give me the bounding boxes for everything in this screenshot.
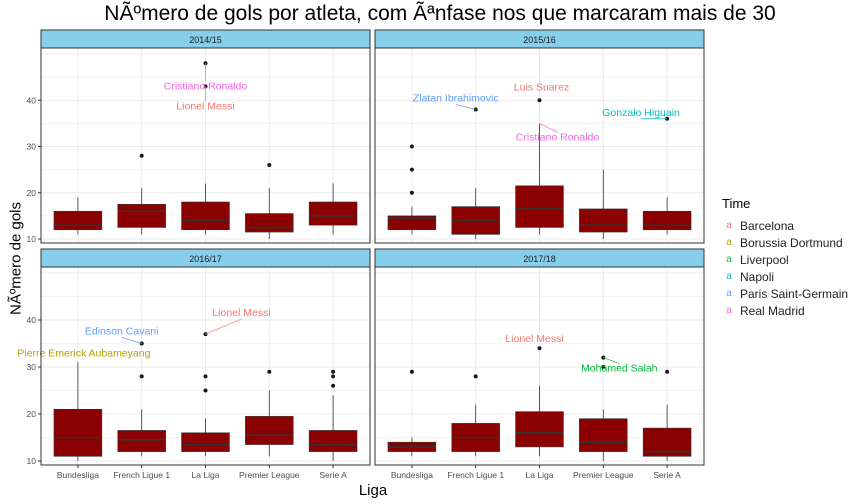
annotation-leader	[455, 104, 476, 110]
box	[515, 411, 564, 448]
x-tick-label: Serie A	[653, 470, 681, 480]
annotation-label: Cristiano Ronaldo	[164, 80, 248, 92]
legend-label: Barcelona	[740, 218, 795, 233]
outlier-point	[139, 153, 144, 158]
x-tick-label: French Ligue 1	[447, 470, 504, 480]
outlier-point	[409, 190, 414, 195]
outlier-point	[537, 346, 542, 351]
outlier-point	[537, 98, 542, 103]
facet-strip-label: 2016/17	[189, 254, 222, 264]
outlier-point	[139, 374, 144, 379]
box	[117, 204, 166, 228]
box	[579, 418, 628, 452]
box	[579, 208, 628, 233]
legend-label: Real Madrid	[740, 303, 805, 318]
annotation-label: Lionel Messi	[505, 333, 563, 345]
outlier-point	[409, 167, 414, 172]
legend-title: Time	[722, 196, 751, 211]
x-tick-label: La Liga	[192, 470, 220, 480]
outlier-point	[331, 374, 336, 379]
outlier-point	[665, 369, 670, 374]
outlier-point	[267, 369, 272, 374]
outlier-point	[601, 365, 606, 369]
x-tick-label: La Liga	[526, 470, 554, 480]
x-tick-label: French Ligue 1	[113, 470, 170, 480]
legend-key: a	[726, 288, 732, 299]
outlier-point	[409, 144, 414, 149]
box	[117, 430, 166, 452]
legend-key: a	[726, 305, 732, 316]
panel-border	[40, 47, 371, 244]
x-tick-label: Premier League	[573, 470, 634, 480]
y-axis-label: NÃºmero de gols	[7, 201, 25, 316]
legend-item: a Real Madrid	[722, 302, 848, 319]
y-tick-label: 20	[27, 409, 37, 419]
outlier-point	[409, 369, 414, 374]
legend-label: Paris Saint-Germain	[740, 286, 849, 301]
legend-key: a	[726, 271, 732, 282]
box	[642, 210, 692, 231]
box	[515, 185, 564, 228]
outlier-point	[331, 383, 336, 388]
box	[181, 201, 230, 231]
legend-label: Borussia Dortmund	[740, 235, 843, 250]
annotation-label: Zlatan Ibrahimovic	[413, 93, 499, 105]
outlier-point	[203, 388, 208, 393]
legend-item: a Barcelona	[722, 217, 848, 234]
outlier-point	[473, 374, 478, 379]
box	[181, 432, 230, 452]
y-tick-label: 30	[27, 142, 37, 152]
legend: Time a Barcelona a Borussia Dortmund a Liverp…	[722, 196, 848, 319]
facet-strip-label: 2014/15	[189, 35, 222, 45]
facet-strip-label: 2017/18	[523, 254, 556, 264]
box	[308, 430, 358, 452]
y-tick-label: 40	[27, 95, 37, 105]
annotation-leader	[539, 123, 558, 133]
annotation-label: Mohamed Salah	[581, 363, 658, 375]
outlier-point	[203, 374, 208, 379]
legend-label: Napoli	[740, 269, 775, 284]
legend-label: Liverpool	[740, 252, 789, 267]
annotation-label: Edinson Cavani	[85, 326, 159, 338]
x-tick-label: Bundesliga	[57, 470, 99, 480]
annotation-leader	[603, 357, 620, 364]
box	[308, 201, 358, 226]
facet-strip-label: 2015/16	[523, 35, 556, 45]
annotation-label: Cristiano Ronaldo	[516, 131, 600, 143]
x-tick-label: Premier League	[239, 470, 300, 480]
outlier-point	[267, 163, 272, 167]
legend-key: a	[726, 237, 732, 248]
annotation-label: Lionel Messi	[212, 307, 270, 319]
y-tick-label: 40	[27, 315, 37, 325]
legend-item: a Paris Saint-Germain	[722, 285, 848, 302]
annotation-leader	[121, 337, 142, 344]
legend-item: a Liverpool	[722, 251, 848, 268]
y-tick-label: 10	[27, 456, 37, 466]
legend-item: a Borussia Dortmund	[722, 234, 848, 251]
x-tick-label: Serie A	[319, 470, 347, 480]
annotation-label: Gonzalo Higuain	[602, 107, 680, 119]
box	[245, 213, 294, 233]
box	[53, 210, 103, 231]
y-tick-label: 30	[27, 362, 37, 372]
box	[387, 215, 437, 231]
chart-title: NÃºmero de gols por atleta, com Ãªnfase …	[104, 2, 776, 25]
x-tick-label: Bundesliga	[391, 470, 433, 480]
box	[245, 416, 294, 445]
annotation-label: Lionel Messi	[176, 100, 234, 112]
legend-key: a	[726, 254, 732, 265]
outlier-point	[331, 369, 336, 374]
x-axis-label: Liga	[358, 482, 388, 499]
legend-items: a Barcelona a Borussia Dortmund a Liverpool a N…	[722, 217, 848, 319]
panel-border	[374, 47, 705, 244]
annotation-leader	[205, 318, 242, 335]
legend-key: a	[726, 220, 732, 231]
annotation-label: Luis Suarez	[514, 81, 569, 93]
y-tick-label: 20	[27, 188, 37, 198]
annotation-label: Pierre Emerick Aubameyang	[17, 347, 150, 359]
legend-item: a Napoli	[722, 268, 848, 285]
box	[53, 408, 103, 457]
y-tick-label: 10	[27, 234, 37, 244]
